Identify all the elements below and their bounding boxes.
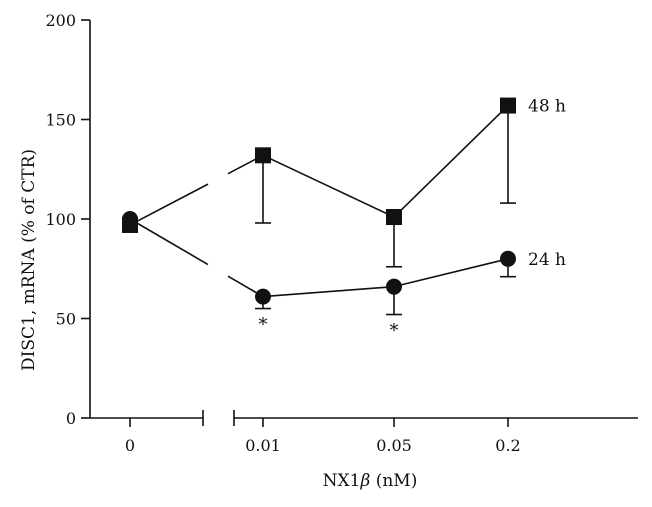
series-24h-line bbox=[393, 258, 509, 288]
series-24h-line bbox=[262, 285, 395, 298]
y-tick-label: 100 bbox=[45, 210, 76, 229]
axes: 0 50 100 150 200 0 0.01 0.05 0.2 bbox=[45, 11, 638, 455]
y-tick-label: 50 bbox=[56, 310, 76, 329]
series-24h-point bbox=[386, 278, 402, 295]
y-tick-label: 150 bbox=[45, 111, 76, 130]
series-48h-point bbox=[386, 209, 402, 226]
x-axis-label-symbol: β bbox=[359, 471, 370, 491]
series-24h-line bbox=[129, 218, 209, 266]
series-24h-label: 24 h bbox=[528, 250, 566, 270]
x-axis-label: NX1β (nM) bbox=[323, 471, 418, 491]
series-24h-point bbox=[122, 211, 138, 227]
x-tick-label: 0 bbox=[125, 436, 135, 455]
series-24h-point bbox=[255, 288, 271, 305]
plot-area: 48 h 24 h * * bbox=[122, 97, 566, 342]
series-48h-line bbox=[393, 104, 509, 218]
series-48h-point bbox=[255, 147, 271, 164]
significance-asterisk: * bbox=[390, 321, 399, 342]
significance-asterisk: * bbox=[259, 315, 268, 336]
series-48h-point bbox=[500, 97, 516, 114]
series-48h-label: 48 h bbox=[528, 97, 566, 117]
y-tick-label: 0 bbox=[66, 409, 76, 428]
x-axis-label-suffix: (nM) bbox=[370, 471, 417, 491]
series-24h-point bbox=[500, 250, 516, 267]
series-48h-line bbox=[262, 154, 395, 218]
x-axis-label-prefix: NX1 bbox=[323, 471, 361, 491]
y-axis-label: DISC1, mRNA (% of CTR) bbox=[19, 149, 39, 371]
y-tick-label: 200 bbox=[45, 11, 76, 30]
x-tick-label: 0.2 bbox=[495, 436, 520, 455]
series-48h-line bbox=[129, 183, 209, 226]
x-tick-label: 0.05 bbox=[376, 436, 412, 455]
x-tick-label: 0.01 bbox=[245, 436, 281, 455]
